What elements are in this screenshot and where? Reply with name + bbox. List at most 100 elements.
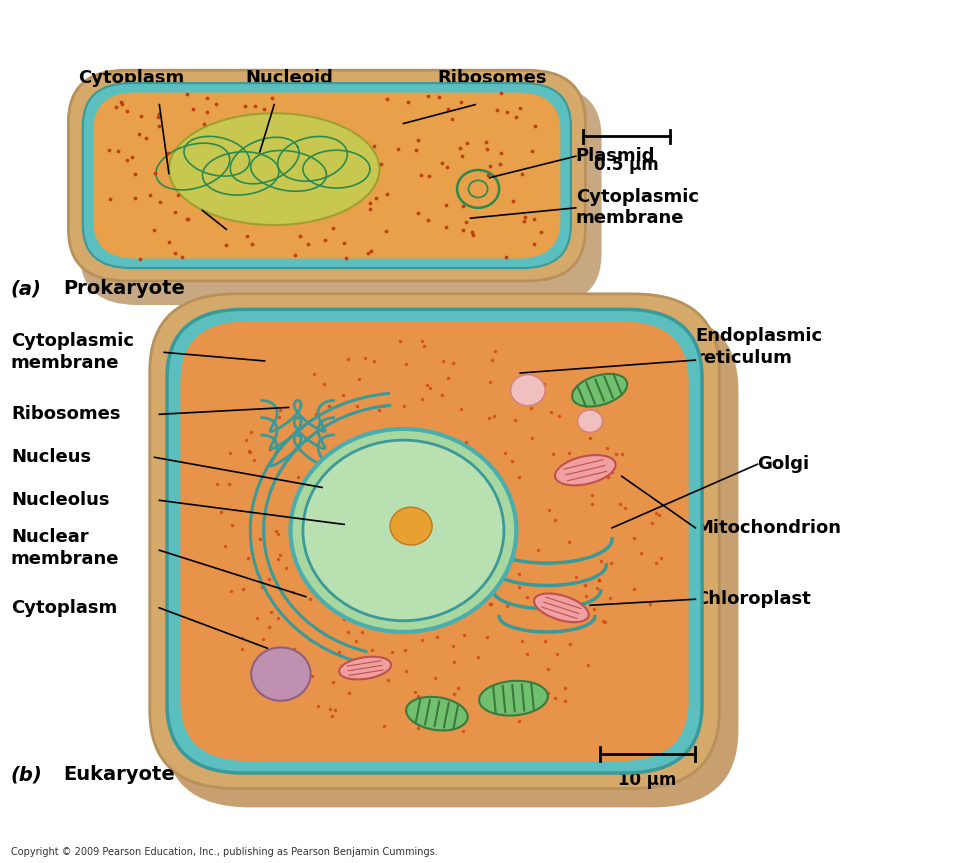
Point: [434, 535, 449, 549]
Point: [102, 143, 117, 157]
Point: [445, 356, 461, 370]
Point: [235, 583, 251, 596]
Point: [493, 86, 509, 100]
Ellipse shape: [339, 657, 391, 679]
Point: [294, 421, 309, 435]
Point: [432, 91, 447, 104]
Point: [488, 343, 503, 357]
Point: [411, 205, 426, 219]
Point: [459, 135, 474, 149]
Point: [264, 91, 279, 105]
Point: [350, 491, 366, 505]
Point: [419, 474, 434, 488]
Point: [642, 596, 658, 610]
Point: [483, 596, 498, 610]
Point: [530, 600, 545, 614]
Point: [541, 503, 557, 517]
Point: [225, 518, 240, 532]
Point: [239, 229, 254, 243]
Point: [241, 551, 256, 565]
Point: [396, 399, 412, 413]
Point: [255, 633, 271, 646]
Point: [530, 543, 545, 557]
Point: [344, 595, 359, 608]
Point: [208, 97, 224, 110]
Point: [376, 399, 392, 413]
Point: [483, 375, 498, 389]
Point: [409, 143, 424, 157]
Point: [367, 536, 382, 550]
Point: [473, 482, 489, 495]
Point: [583, 432, 598, 445]
Point: [453, 706, 468, 720]
Point: [452, 142, 468, 155]
Point: [634, 546, 649, 560]
Point: [380, 186, 396, 200]
Point: [585, 488, 600, 502]
Point: [537, 377, 552, 391]
Point: [445, 589, 461, 602]
Text: 10 μm: 10 μm: [618, 772, 677, 790]
Point: [562, 535, 577, 549]
Point: [217, 539, 232, 553]
Point: [482, 597, 497, 611]
Point: [445, 655, 461, 669]
Point: [209, 476, 225, 490]
Point: [651, 508, 666, 522]
Point: [614, 447, 630, 461]
Text: Cytoplasmic
membrane: Cytoplasmic membrane: [11, 332, 134, 373]
Circle shape: [252, 647, 311, 701]
Text: Eukaryote: Eukaryote: [63, 765, 176, 784]
Point: [439, 220, 454, 234]
Point: [617, 501, 633, 515]
Point: [644, 517, 660, 531]
Point: [448, 447, 464, 461]
Point: [654, 551, 669, 565]
Point: [398, 357, 414, 371]
Point: [519, 647, 535, 661]
Point: [397, 644, 413, 658]
Point: [367, 139, 382, 153]
Point: [306, 368, 322, 381]
Point: [601, 469, 616, 483]
Point: [234, 642, 250, 656]
Point: [434, 156, 449, 170]
Point: [512, 715, 527, 728]
Point: [515, 633, 530, 647]
Point: [480, 587, 495, 601]
Point: [439, 161, 454, 174]
Point: [563, 637, 578, 651]
Point: [569, 457, 585, 470]
FancyBboxPatch shape: [68, 70, 586, 281]
Point: [524, 432, 540, 445]
FancyBboxPatch shape: [180, 321, 688, 761]
Point: [585, 497, 600, 511]
Point: [599, 441, 614, 455]
Point: [324, 479, 340, 493]
Point: [429, 630, 444, 644]
Point: [568, 570, 584, 584]
Point: [581, 658, 596, 672]
Point: [293, 230, 308, 243]
Point: [493, 147, 509, 161]
Point: [577, 577, 592, 591]
Point: [391, 142, 406, 155]
Point: [523, 401, 539, 415]
Point: [373, 157, 389, 171]
FancyBboxPatch shape: [83, 83, 571, 268]
Point: [248, 99, 263, 113]
Point: [519, 590, 535, 604]
Point: [323, 702, 338, 715]
Point: [415, 393, 430, 406]
FancyBboxPatch shape: [80, 85, 602, 305]
Point: [505, 194, 520, 208]
Point: [545, 447, 561, 461]
Point: [128, 167, 143, 180]
Point: [180, 212, 195, 226]
Point: [345, 602, 360, 616]
Point: [627, 531, 642, 545]
Point: [252, 532, 268, 545]
Point: [480, 168, 495, 182]
Point: [357, 507, 372, 521]
Point: [598, 615, 613, 629]
